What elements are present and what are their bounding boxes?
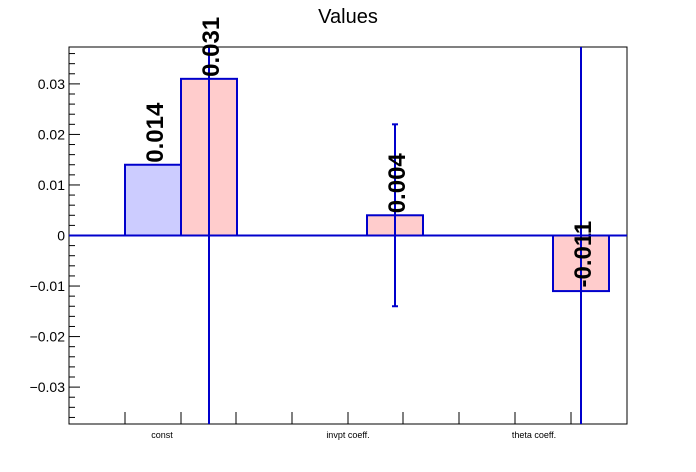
y-tick-label: −0.03 — [30, 379, 66, 395]
bar — [124, 163, 182, 237]
bar-value-label: 0.014 — [142, 102, 169, 163]
bar-value-label: 0.031 — [198, 17, 225, 77]
chart-title: Values — [318, 6, 378, 28]
y-tick-label: 0.03 — [38, 76, 65, 92]
y-tick-label: −0.01 — [30, 278, 66, 294]
y-tick-label: 0.02 — [38, 126, 65, 142]
x-category-label: invpt coeff. — [326, 430, 369, 440]
y-tick-label: −0.02 — [30, 329, 66, 345]
y-tick-label: 0.01 — [38, 177, 65, 193]
bar-value-label: -0.011 — [570, 221, 597, 288]
x-category-label: const — [151, 430, 173, 440]
bar-value-label: 0.004 — [384, 153, 411, 214]
x-category-label: theta coeff. — [512, 430, 556, 440]
y-tick-label: 0 — [57, 228, 65, 244]
